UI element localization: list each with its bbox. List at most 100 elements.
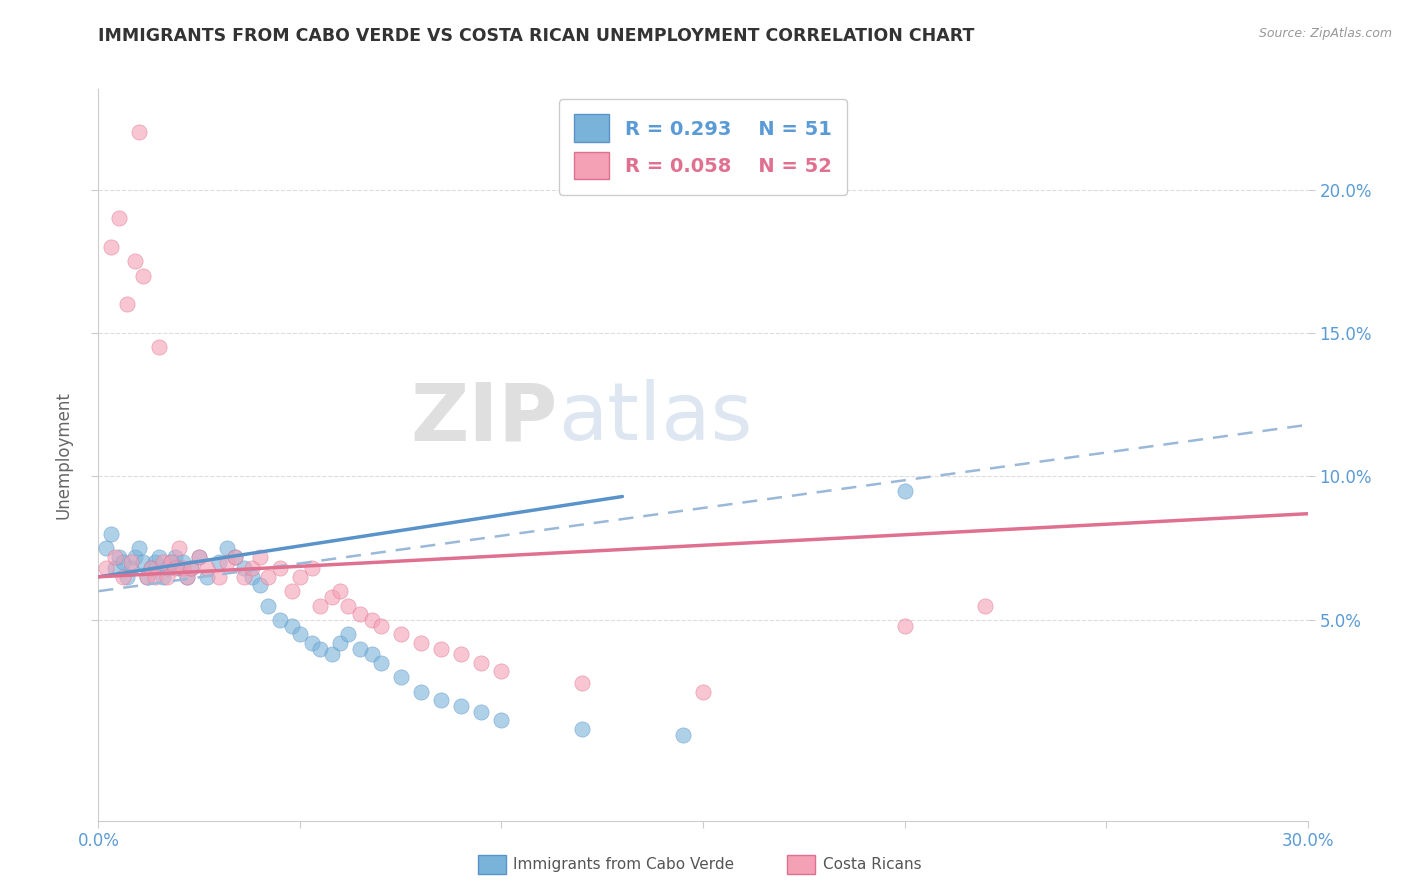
Point	[224, 549, 246, 564]
Point	[430, 693, 453, 707]
Point	[160, 556, 183, 570]
Point	[249, 578, 271, 592]
Point	[224, 549, 246, 564]
Point	[370, 656, 392, 670]
Point	[148, 340, 170, 354]
Point	[135, 570, 157, 584]
Point	[240, 561, 263, 575]
Point	[139, 561, 162, 575]
Y-axis label: Unemployment: Unemployment	[55, 391, 73, 519]
Legend: R = 0.293    N = 51, R = 0.058    N = 52: R = 0.293 N = 51, R = 0.058 N = 52	[558, 99, 848, 194]
Point	[128, 541, 150, 556]
Point	[269, 561, 291, 575]
Point	[232, 570, 254, 584]
Point	[281, 618, 304, 632]
Point	[232, 561, 254, 575]
Point	[217, 556, 239, 570]
Point	[974, 599, 997, 613]
Point	[148, 549, 170, 564]
Point	[156, 561, 179, 575]
Text: Costa Ricans: Costa Ricans	[823, 857, 921, 871]
Point	[143, 570, 166, 584]
Point	[135, 570, 157, 584]
Point	[107, 549, 129, 564]
Point	[329, 584, 352, 599]
Point	[321, 647, 343, 661]
Point	[167, 561, 190, 575]
Point	[370, 618, 392, 632]
Point	[672, 728, 695, 742]
Point	[409, 684, 432, 698]
Point	[111, 570, 134, 584]
Point	[163, 549, 186, 564]
Point	[337, 599, 360, 613]
Point	[249, 549, 271, 564]
Point	[571, 676, 593, 690]
Point	[176, 570, 198, 584]
Point	[389, 627, 412, 641]
Point	[115, 570, 138, 584]
Point	[409, 636, 432, 650]
Point	[180, 561, 202, 575]
Point	[139, 561, 162, 575]
Point	[430, 641, 453, 656]
Point	[281, 584, 304, 599]
Point	[132, 268, 155, 283]
Point	[361, 647, 384, 661]
Point	[152, 570, 174, 584]
Point	[256, 599, 278, 613]
Point	[301, 561, 323, 575]
Point	[96, 541, 118, 556]
Point	[692, 684, 714, 698]
Point	[301, 636, 323, 650]
Point	[349, 641, 371, 656]
Point	[111, 556, 134, 570]
Point	[309, 599, 332, 613]
Point	[100, 240, 122, 254]
Point	[269, 613, 291, 627]
Point	[288, 627, 311, 641]
Point	[172, 561, 194, 575]
Point	[337, 627, 360, 641]
Point	[450, 647, 472, 661]
Point	[132, 556, 155, 570]
Point	[217, 541, 239, 556]
Point	[389, 670, 412, 684]
Point	[124, 254, 146, 268]
Point	[491, 665, 513, 679]
Point	[180, 561, 202, 575]
Text: IMMIGRANTS FROM CABO VERDE VS COSTA RICAN UNEMPLOYMENT CORRELATION CHART: IMMIGRANTS FROM CABO VERDE VS COSTA RICA…	[98, 27, 974, 45]
Point	[120, 561, 142, 575]
Point	[309, 641, 332, 656]
Point	[143, 556, 166, 570]
Point	[329, 636, 352, 650]
Text: Immigrants from Cabo Verde: Immigrants from Cabo Verde	[513, 857, 734, 871]
Point	[115, 297, 138, 311]
Point	[128, 125, 150, 139]
Point	[152, 556, 174, 570]
Point	[103, 561, 125, 575]
Text: ZIP: ZIP	[411, 379, 558, 458]
Point	[470, 705, 492, 719]
Point	[188, 549, 211, 564]
Point	[893, 483, 915, 498]
Point	[96, 561, 118, 575]
Point	[163, 561, 186, 575]
Point	[208, 570, 231, 584]
Point	[195, 561, 218, 575]
Point	[156, 570, 179, 584]
Point	[195, 570, 218, 584]
Point	[893, 618, 915, 632]
Point	[240, 570, 263, 584]
Point	[349, 607, 371, 621]
Point	[124, 549, 146, 564]
Point	[321, 590, 343, 604]
Point	[470, 656, 492, 670]
Point	[208, 556, 231, 570]
Point	[167, 541, 190, 556]
Point	[100, 526, 122, 541]
Point	[571, 722, 593, 736]
Point	[450, 698, 472, 713]
Text: Source: ZipAtlas.com: Source: ZipAtlas.com	[1258, 27, 1392, 40]
Point	[172, 556, 194, 570]
